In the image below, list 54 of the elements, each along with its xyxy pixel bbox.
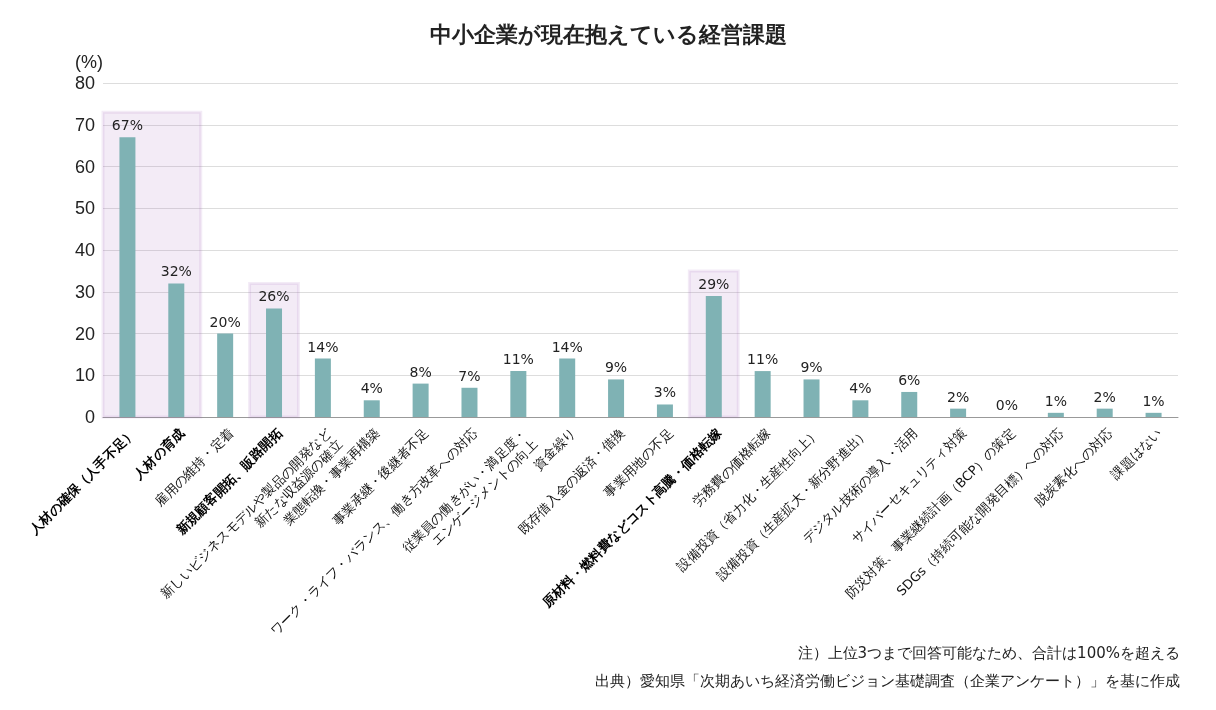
text: 注）上位3つまで回答可能なため、合計は100%を超える xyxy=(797,643,1181,662)
data-label: 2% xyxy=(1093,388,1116,405)
bar xyxy=(950,408,967,417)
data-label: 4% xyxy=(849,380,872,397)
y-tick-label: 80 xyxy=(74,73,95,93)
bar xyxy=(363,400,380,417)
data-label: 32% xyxy=(160,263,192,280)
bar xyxy=(412,383,429,417)
bar xyxy=(168,283,185,417)
bar xyxy=(852,400,869,417)
source-note: 出典）愛知県「次期あいち経済労働ビジョン基礎調査（企業アンケート）」を基に作成 xyxy=(595,671,1180,690)
y-tick-label: 70 xyxy=(74,114,95,135)
bar xyxy=(217,333,234,417)
data-label: 1% xyxy=(1044,392,1067,409)
bar xyxy=(559,358,576,417)
data-label: 4% xyxy=(360,380,383,397)
data-label: 20% xyxy=(209,313,241,330)
data-label: 11% xyxy=(502,351,534,368)
y-tick-label: 30 xyxy=(74,281,95,302)
bar xyxy=(754,371,771,417)
data-label: 1% xyxy=(1142,392,1165,409)
y-axis-title: (%) xyxy=(75,52,103,72)
bar xyxy=(901,391,918,417)
bar xyxy=(314,358,331,417)
data-label: 9% xyxy=(800,359,823,376)
chart-title: 中小企業が現在抱えている経営課題 xyxy=(429,21,787,47)
data-label: 7% xyxy=(458,367,481,384)
bar xyxy=(1096,408,1113,417)
data-label: 8% xyxy=(409,363,432,380)
data-label: 67% xyxy=(111,117,143,134)
y-tick-label: 60 xyxy=(74,156,95,177)
bar xyxy=(803,379,820,417)
bar xyxy=(461,387,478,417)
bar xyxy=(510,371,527,417)
data-label: 6% xyxy=(898,371,921,388)
y-tick-label: 50 xyxy=(74,198,95,219)
data-label: 11% xyxy=(747,351,779,368)
data-label: 2% xyxy=(947,388,970,405)
y-tick-label: 10 xyxy=(74,365,95,386)
y-tick-label: 0 xyxy=(84,407,95,427)
data-label: 14% xyxy=(307,338,339,355)
data-label: 0% xyxy=(995,397,1019,413)
data-label: 9% xyxy=(604,359,628,376)
y-tick-label: 40 xyxy=(74,240,95,260)
bar xyxy=(1145,412,1162,417)
data-label: 3% xyxy=(653,384,677,401)
data-label: 29% xyxy=(698,275,730,292)
data-label: 14% xyxy=(551,338,583,355)
y-tick-label: 20 xyxy=(74,323,95,344)
bar xyxy=(608,379,625,417)
bar xyxy=(1047,412,1064,417)
bar xyxy=(656,404,673,417)
bar xyxy=(119,137,136,417)
data-label: 26% xyxy=(258,288,290,305)
